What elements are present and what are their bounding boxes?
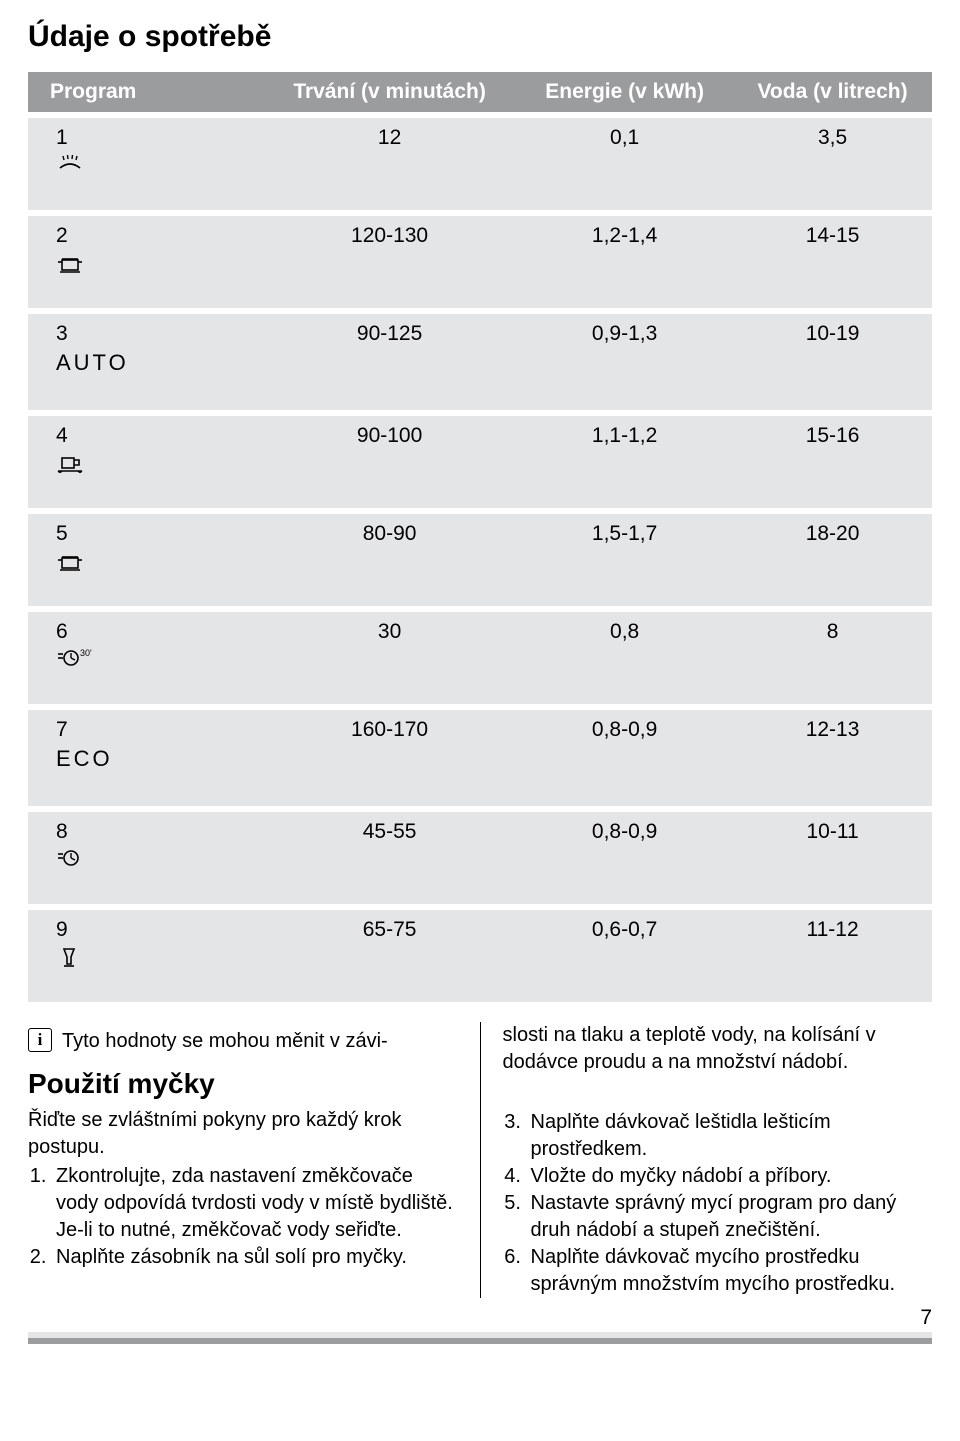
water-cell: 3,5 [733,118,932,210]
table-row: 8 45-550,8-0,910-11 [28,812,932,904]
program-cell: 3 AUTO [28,314,263,410]
list-item: Naplňte dávkovač leštidla lešticím prost… [527,1109,933,1163]
program-number: 6 [56,620,251,644]
water-cell: 18-20 [733,514,932,606]
col-header-water: Voda (v litrech) [733,72,932,112]
duration-cell: 90-100 [263,416,516,508]
clock-icon [56,848,251,870]
shower-icon [56,154,251,176]
program-number: 1 [56,126,251,150]
intro-left: Řiďte se zvláštními pokyny pro každý kro… [28,1107,458,1161]
energy-cell: 0,6-0,7 [516,910,733,1002]
energy-cell: 1,5-1,7 [516,514,733,606]
col-header-program: Program [28,72,263,112]
steps-list-right: Naplňte dávkovač leštidla lešticím prost… [527,1109,933,1298]
duration-cell: 160-170 [263,710,516,806]
pot-icon [56,252,251,274]
energy-cell: 0,8-0,9 [516,812,733,904]
table-row: 3 AUTO 90-1250,9-1,310-19 [28,314,932,410]
cup-icon [56,452,251,474]
water-cell: 12-13 [733,710,932,806]
table-row: 7 ECO 160-1700,8-0,912-13 [28,710,932,806]
program-number: 8 [56,820,251,844]
energy-cell: 1,1-1,2 [516,416,733,508]
note-columns: i Tyto hodnoty se mohou měnit v závi- Po… [28,1022,932,1111]
duration-cell: 80-90 [263,514,516,606]
footer-bar: 7 [28,1332,932,1352]
col-header-duration: Trvání (v minutách) [263,72,516,112]
program-cell: 8 [28,812,263,904]
water-cell: 11-12 [733,910,932,1002]
info-icon: i [28,1028,52,1052]
list-item: Vložte do myčky nádobí a příbory. [527,1163,933,1190]
program-label: AUTO [56,350,251,376]
program-number: 9 [56,918,251,942]
energy-cell: 0,8 [516,612,733,704]
water-cell: 15-16 [733,416,932,508]
clock30-icon [56,648,251,670]
consumption-table: Program Trvání (v minutách) Energie (v k… [28,66,932,1008]
list-item: Zkontrolujte, zda nastavení změkčovače v… [52,1163,458,1244]
list-item: Nastavte správný mycí program pro daný d… [527,1190,933,1244]
duration-cell: 90-125 [263,314,516,410]
program-number: 7 [56,718,251,742]
section-heading-use: Použití myčky [28,1065,458,1103]
col-header-energy: Energie (v kWh) [516,72,733,112]
steps-list-left: Zkontrolujte, zda nastavení změkčovače v… [52,1163,458,1271]
program-label: ECO [56,746,251,772]
program-cell: 6 [28,612,263,704]
duration-cell: 45-55 [263,812,516,904]
energy-cell: 1,2-1,4 [516,216,733,308]
table-row: 5 80-901,5-1,718-20 [28,514,932,606]
program-number: 4 [56,424,251,448]
glass-icon [56,946,251,968]
water-cell: 14-15 [733,216,932,308]
page-number: 7 [920,1306,932,1330]
energy-cell: 0,9-1,3 [516,314,733,410]
energy-cell: 0,1 [516,118,733,210]
list-item: Naplňte dávkovač mycího prostředku správ… [527,1244,933,1298]
program-cell: 5 [28,514,263,606]
pot-icon [56,550,251,572]
energy-cell: 0,8-0,9 [516,710,733,806]
program-number: 5 [56,522,251,546]
program-cell: 1 [28,118,263,210]
table-row: 1 120,13,5 [28,118,932,210]
water-cell: 10-19 [733,314,932,410]
program-cell: 4 [28,416,263,508]
page-title: Údaje o spotřebě [28,20,932,54]
duration-cell: 12 [263,118,516,210]
program-number: 3 [56,322,251,346]
note-text-left: Tyto hodnoty se mohou měnit v závi- [62,1028,388,1055]
table-row: 4 90-1001,1-1,215-16 [28,416,932,508]
duration-cell: 65-75 [263,910,516,1002]
program-cell: 2 [28,216,263,308]
program-cell: 7 ECO [28,710,263,806]
program-cell: 9 [28,910,263,1002]
table-row: 9 65-750,6-0,711-12 [28,910,932,1002]
note-text-right: slosti na tlaku a teplotě vody, na kolís… [503,1022,933,1076]
program-number: 2 [56,224,251,248]
duration-cell: 30 [263,612,516,704]
table-row: 6 300,88 [28,612,932,704]
table-row: 2 120-1301,2-1,414-15 [28,216,932,308]
list-item: Naplňte zásobník na sůl solí pro myčky. [52,1244,458,1271]
duration-cell: 120-130 [263,216,516,308]
water-cell: 8 [733,612,932,704]
steps-columns: Řiďte se zvláštními pokyny pro každý kro… [28,1107,932,1298]
water-cell: 10-11 [733,812,932,904]
